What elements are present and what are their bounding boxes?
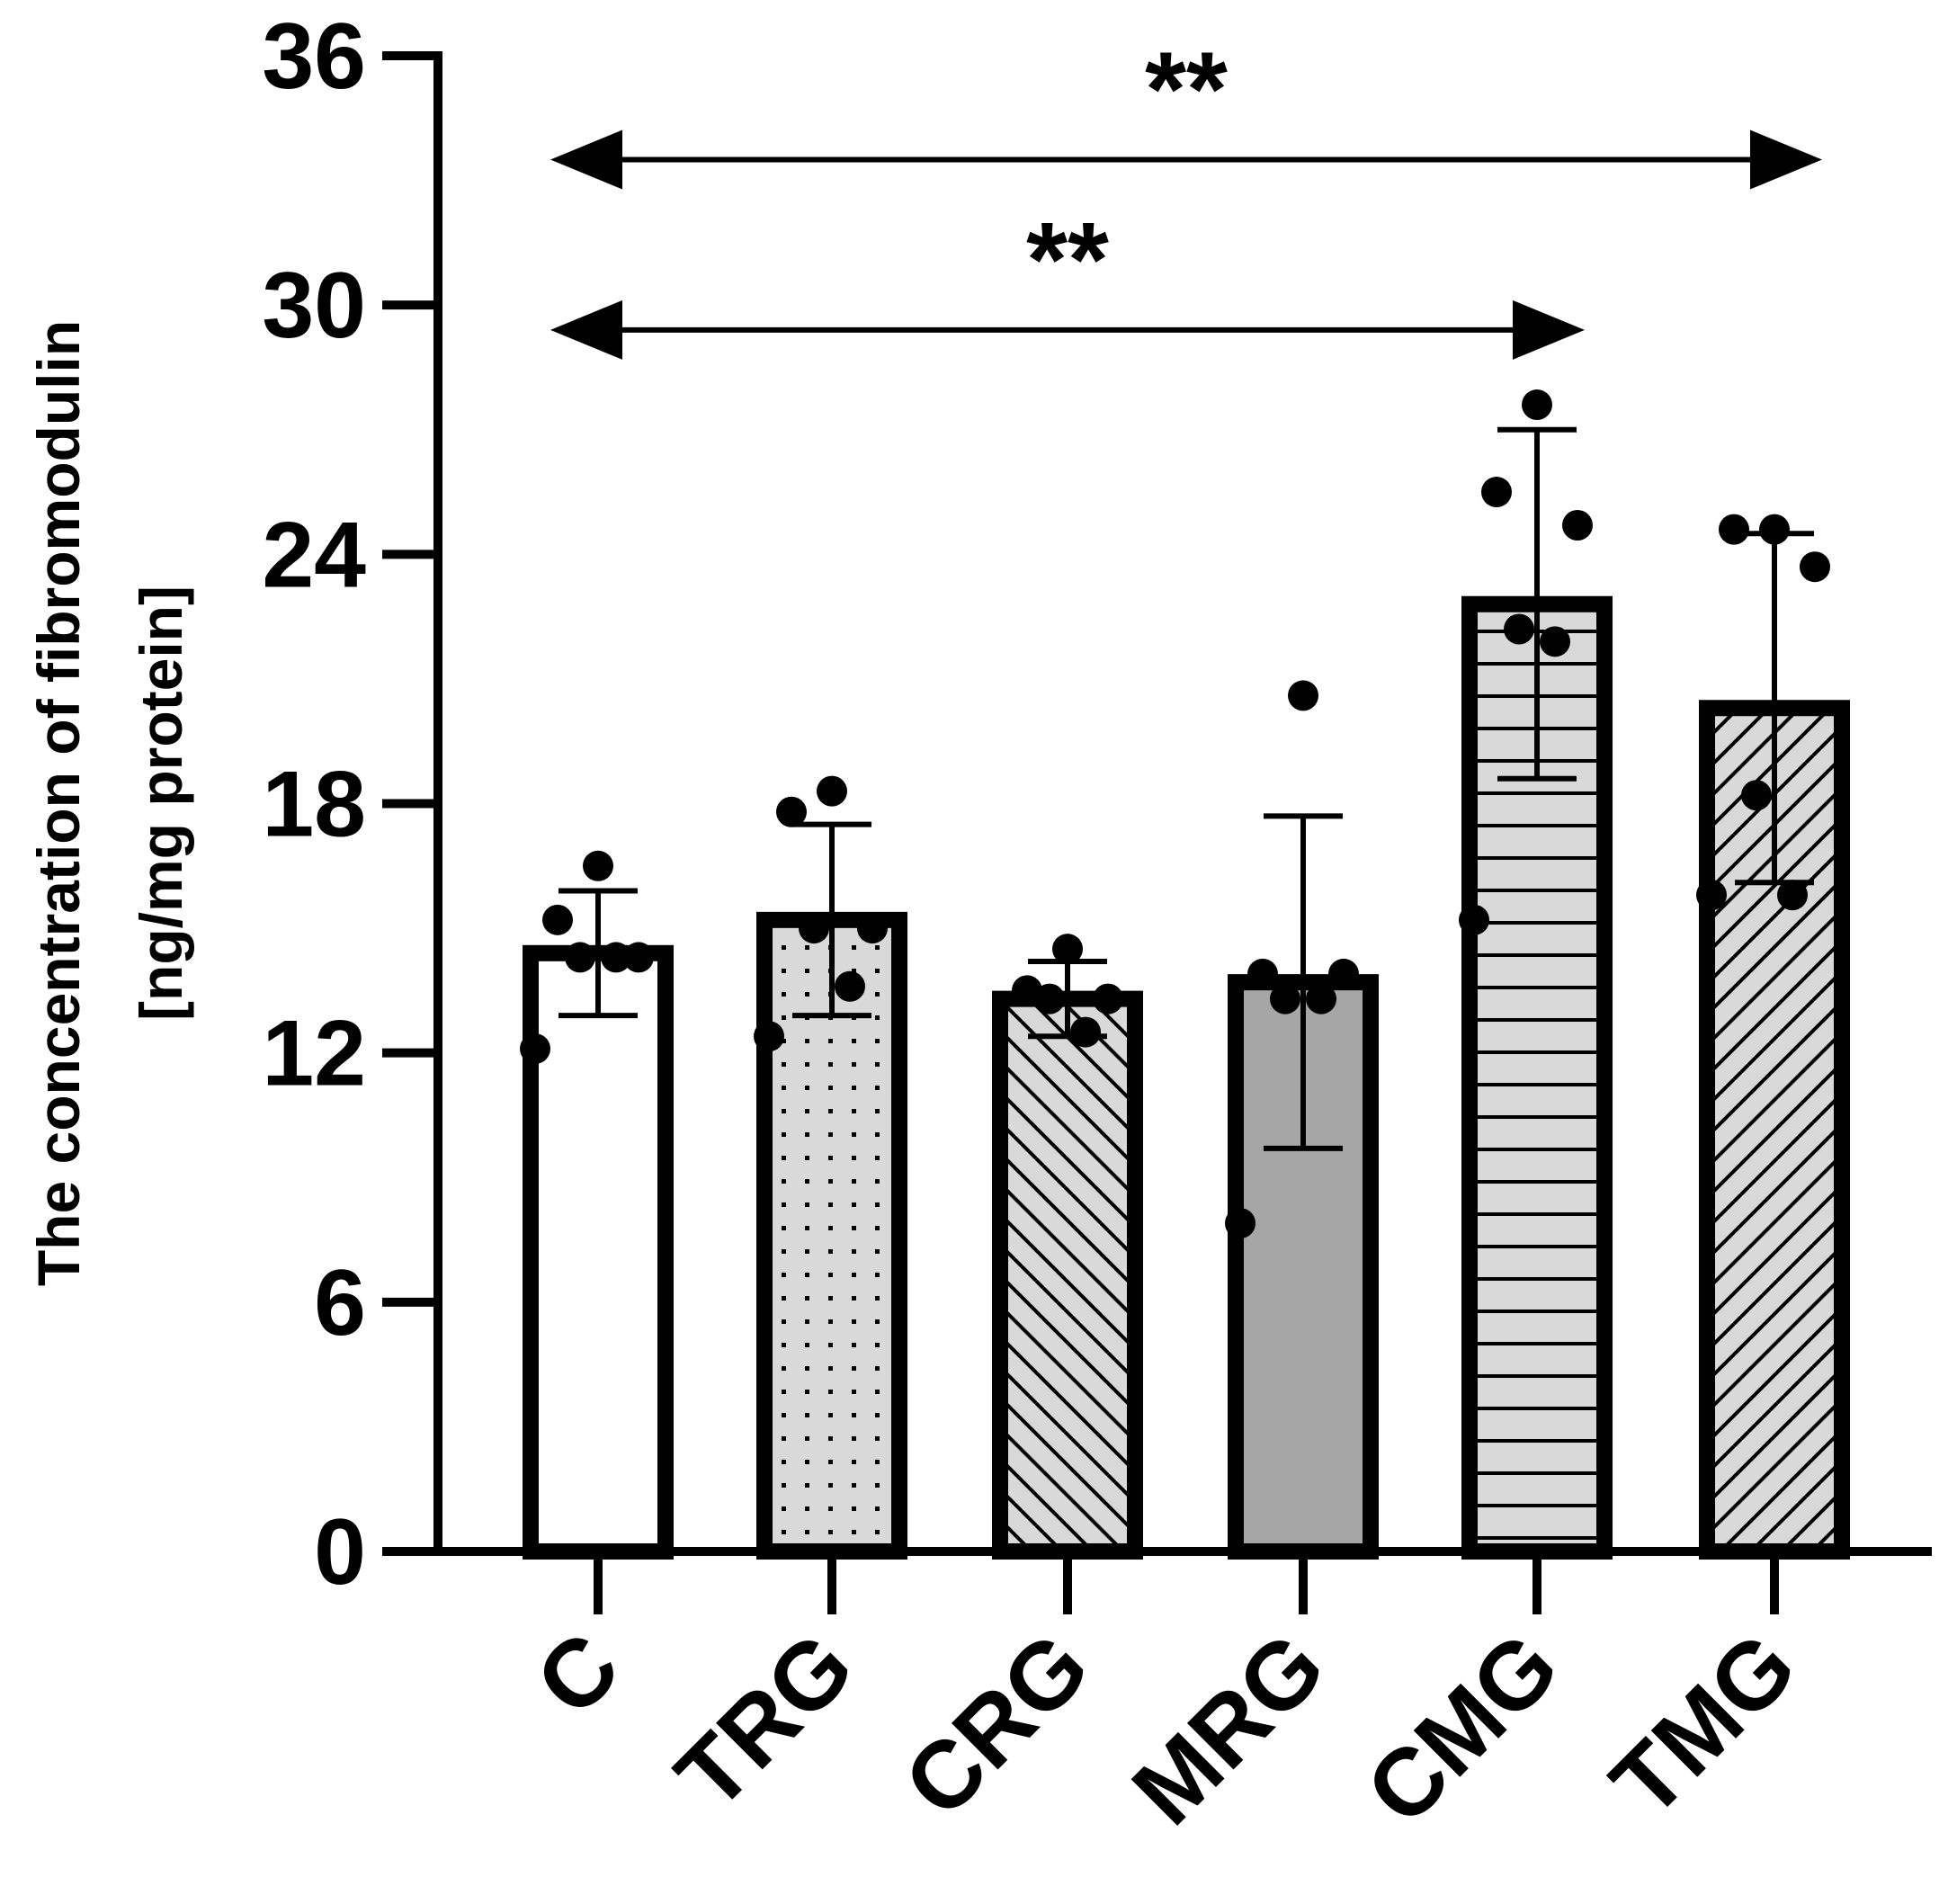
data-point-c — [565, 942, 595, 973]
data-point-trg — [776, 796, 807, 827]
data-point-trg — [857, 913, 888, 944]
y-tick-label: 30 — [262, 254, 366, 358]
x-tick-label-cmg: CMG — [1346, 1613, 1578, 1845]
y-tick-label: 24 — [262, 503, 366, 607]
data-point-cmg — [1459, 904, 1489, 935]
significance-label: ** — [1026, 201, 1109, 319]
x-tick-label-crg: CRG — [884, 1613, 1109, 1837]
data-point-tmg — [1696, 880, 1727, 911]
x-tick-label-tmg: TMG — [1591, 1613, 1816, 1837]
data-point-trg — [817, 775, 847, 807]
data-point-trg — [754, 1021, 784, 1052]
data-point-mrg — [1288, 680, 1318, 711]
data-point-c — [520, 1033, 550, 1065]
data-point-crg — [1052, 934, 1083, 965]
data-point-tmg — [1800, 551, 1830, 583]
y-tick-label: 0 — [314, 1500, 366, 1605]
data-point-tmg — [1741, 780, 1772, 811]
y-tick-label: 18 — [262, 753, 366, 857]
data-point-mrg — [1306, 983, 1336, 1015]
data-point-c — [601, 942, 631, 973]
data-point-tmg — [1777, 880, 1808, 911]
data-point-crg — [1093, 983, 1123, 1015]
y-axis-title-unit: [ng/mg protein] — [128, 586, 194, 1021]
data-point-mrg — [1225, 1208, 1255, 1239]
arrowhead-right-icon — [1750, 130, 1822, 190]
arrowhead-left-icon — [550, 299, 622, 360]
data-point-mrg — [1270, 983, 1300, 1015]
x-tick-label-c: C — [516, 1613, 640, 1737]
y-axis-title: The concentration of fibromodulin — [25, 320, 92, 1286]
data-point-trg — [799, 913, 829, 944]
data-point-mrg — [1328, 958, 1359, 989]
significance-label: ** — [1145, 30, 1228, 148]
y-tick-label: 12 — [262, 1002, 366, 1106]
data-point-c — [583, 850, 613, 881]
data-point-cmg — [1562, 509, 1593, 541]
arrowhead-right-icon — [1513, 299, 1585, 360]
data-point-cmg — [1522, 389, 1552, 421]
data-point-c — [623, 942, 654, 973]
bar-fill-c — [531, 952, 666, 1551]
y-tick-label: 36 — [262, 4, 366, 109]
data-point-tmg — [1719, 514, 1749, 545]
data-point-cmg — [1540, 626, 1570, 657]
data-point-trg — [835, 970, 865, 1002]
data-point-cmg — [1481, 477, 1512, 508]
arrowhead-left-icon — [550, 130, 622, 190]
bar-pattern-crg — [1000, 998, 1135, 1551]
bar-pattern-trg — [764, 919, 899, 1551]
x-tick-label-trg: TRG — [657, 1613, 874, 1830]
x-tick-label-mrg: MRG — [1113, 1613, 1345, 1845]
y-tick-label: 6 — [314, 1251, 366, 1355]
data-point-crg — [1070, 1016, 1101, 1048]
data-point-tmg — [1759, 514, 1790, 545]
data-point-c — [542, 904, 573, 935]
data-point-cmg — [1504, 613, 1534, 645]
data-point-mrg — [1247, 958, 1278, 989]
data-point-crg — [1034, 983, 1065, 1015]
